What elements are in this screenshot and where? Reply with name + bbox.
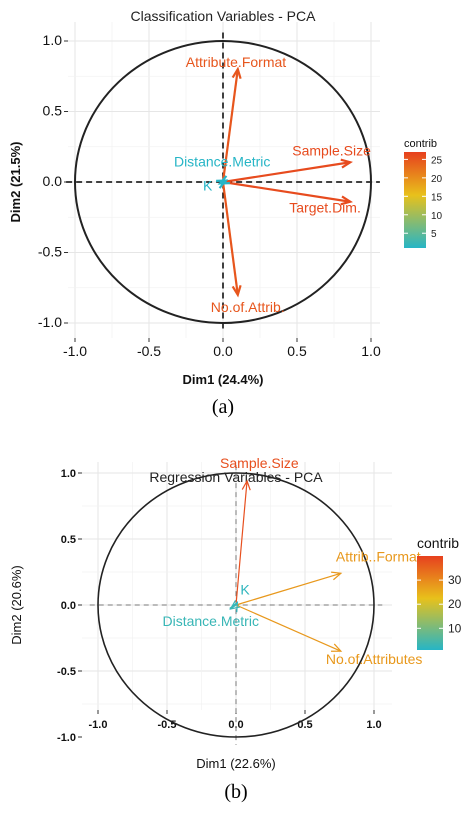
variable-arrow bbox=[222, 161, 351, 184]
legend-title: contrib bbox=[417, 535, 459, 551]
x-tick-label: 1.0 bbox=[366, 719, 381, 731]
y-tick-label: -0.5 bbox=[38, 244, 62, 260]
variable-arrowhead bbox=[229, 600, 241, 610]
x-tick-label: 0.0 bbox=[228, 719, 243, 731]
legend-tick-label: 15 bbox=[431, 192, 443, 203]
legend-colorbar bbox=[404, 152, 426, 248]
legend-tick-label: 5 bbox=[431, 229, 437, 240]
variable-arrow bbox=[221, 69, 239, 183]
legend-tick-label: 25 bbox=[431, 155, 443, 166]
variable-label: Target.Dim. bbox=[289, 200, 361, 216]
variable-arrow bbox=[235, 572, 342, 606]
x-tick-label: -0.5 bbox=[137, 343, 161, 359]
y-tick-label: 0.5 bbox=[61, 534, 76, 546]
y-tick-label: -0.5 bbox=[57, 666, 76, 678]
chart-title: Classification Variables - PCA bbox=[131, 8, 317, 24]
legend-tick-label: 20 bbox=[448, 597, 462, 611]
variable-arrow bbox=[235, 604, 342, 652]
variable-label: Sample.Size bbox=[220, 455, 299, 471]
legend-tick-label: 20 bbox=[431, 174, 443, 185]
variable-arrow bbox=[221, 181, 239, 295]
variable-label: Attrib..Format bbox=[336, 548, 421, 564]
x-tick-label: -1.0 bbox=[63, 343, 87, 359]
legend-colorbar bbox=[417, 556, 443, 650]
x-tick-label: 1.0 bbox=[361, 343, 381, 359]
variable-label: No.of.Attributes bbox=[326, 651, 423, 667]
y-tick-label: 0.0 bbox=[61, 600, 76, 612]
y-tick-label: 1.0 bbox=[43, 32, 63, 48]
x-tick-label: 0.0 bbox=[213, 343, 233, 359]
variable-label: Sample.Size bbox=[292, 142, 371, 158]
y-axis-label: Dim2 (20.6%) bbox=[9, 565, 24, 644]
figure-caption: (a) bbox=[212, 396, 234, 418]
x-axis-label: Dim1 (22.6%) bbox=[196, 756, 275, 771]
x-tick-label: -0.5 bbox=[158, 719, 177, 731]
y-tick-label: 0.5 bbox=[43, 103, 63, 119]
x-tick-label: -1.0 bbox=[89, 719, 108, 731]
correlation-circle bbox=[74, 40, 372, 324]
legend-tick-label: 10 bbox=[431, 211, 443, 222]
y-axis-label: Dim2 (21.5%) bbox=[8, 142, 23, 223]
y-tick-label: 0.0 bbox=[43, 173, 63, 189]
variable-arrowhead bbox=[340, 195, 353, 206]
y-tick-label: -1.0 bbox=[57, 732, 76, 744]
legend-tick-label: 10 bbox=[448, 621, 462, 635]
variable-arrowhead bbox=[331, 571, 343, 581]
legend-title: contrib bbox=[404, 138, 437, 150]
variable-arrowhead bbox=[331, 643, 343, 652]
variable-label: Distance.Metric bbox=[162, 613, 258, 629]
variable-label: No.of.Attrib. bbox=[211, 299, 285, 315]
variable-label: K bbox=[240, 581, 250, 597]
x-tick-label: 0.5 bbox=[297, 719, 312, 731]
y-tick-label: 1.0 bbox=[61, 468, 76, 480]
variable-label: Distance.Metric bbox=[174, 154, 270, 170]
legend-tick-label: 30 bbox=[448, 573, 462, 587]
variable-arrowhead bbox=[217, 175, 230, 185]
variable-arrowhead bbox=[231, 66, 242, 79]
y-tick-label: -1.0 bbox=[38, 314, 62, 330]
variable-arrowhead bbox=[340, 158, 353, 169]
variable-arrowhead bbox=[216, 179, 229, 189]
x-axis-label: Dim1 (24.4%) bbox=[183, 372, 264, 387]
figure-caption: (b) bbox=[224, 781, 247, 803]
variable-arrowhead bbox=[231, 285, 242, 298]
variable-arrow bbox=[235, 480, 248, 606]
variable-label: Attribute.Format bbox=[186, 54, 286, 70]
x-tick-label: 0.5 bbox=[287, 343, 307, 359]
variable-arrow bbox=[222, 180, 351, 203]
chart-panel-a: Classification Variables - PCA -1.0 -0.5 0.… bbox=[8, 8, 443, 418]
variable-arrowhead bbox=[241, 479, 251, 491]
variable-label: K bbox=[203, 177, 213, 193]
correlation-circle bbox=[97, 472, 375, 738]
chart-panel-b: Regression Variables - PCA-1.0 -0.5 0.0 0.5… bbox=[9, 455, 462, 803]
